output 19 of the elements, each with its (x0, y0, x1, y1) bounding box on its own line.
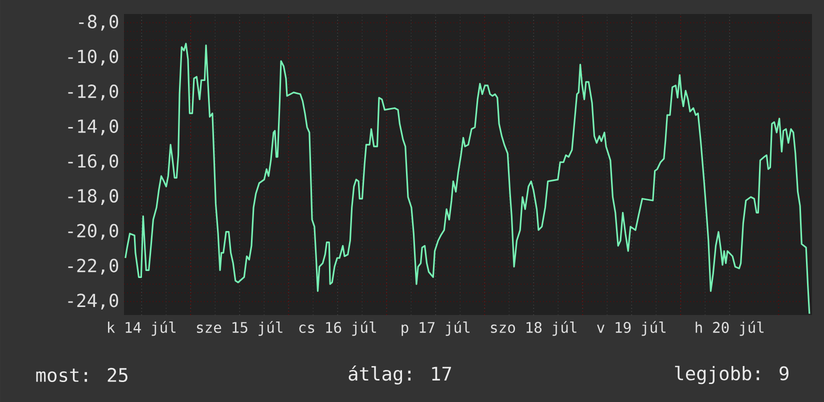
text: legjobb: 9 (675, 366, 788, 384)
x-tick-label: szo 18 júl (491, 321, 576, 336)
x-tick-label: cs 16 júl (299, 321, 376, 336)
x-tick-label: h 20 júl (696, 321, 764, 336)
y-tick-label: -10,0 (68, 50, 118, 66)
x-tick-label: sze 15 júl (197, 321, 282, 336)
x-tick-label: v 19 júl (597, 321, 666, 336)
y-tick-label: -8,0 (79, 14, 118, 31)
x-tick-label: p 17 júl (402, 321, 470, 336)
y-tick-label: -24,0 (68, 294, 118, 310)
y-tick-label: -16,0 (68, 154, 118, 170)
x-tick-label: k 14 júl (108, 321, 176, 336)
y-tick-label: -18,0 (68, 189, 118, 205)
y-tick-label: -22,0 (68, 258, 118, 275)
y-tick-label: -12,0 (68, 84, 118, 100)
text: most: 25 (36, 368, 128, 382)
text: átlag: 17 (348, 366, 452, 384)
y-tick-label: -14,0 (68, 119, 118, 136)
y-tick-label: -20,0 (68, 224, 118, 240)
